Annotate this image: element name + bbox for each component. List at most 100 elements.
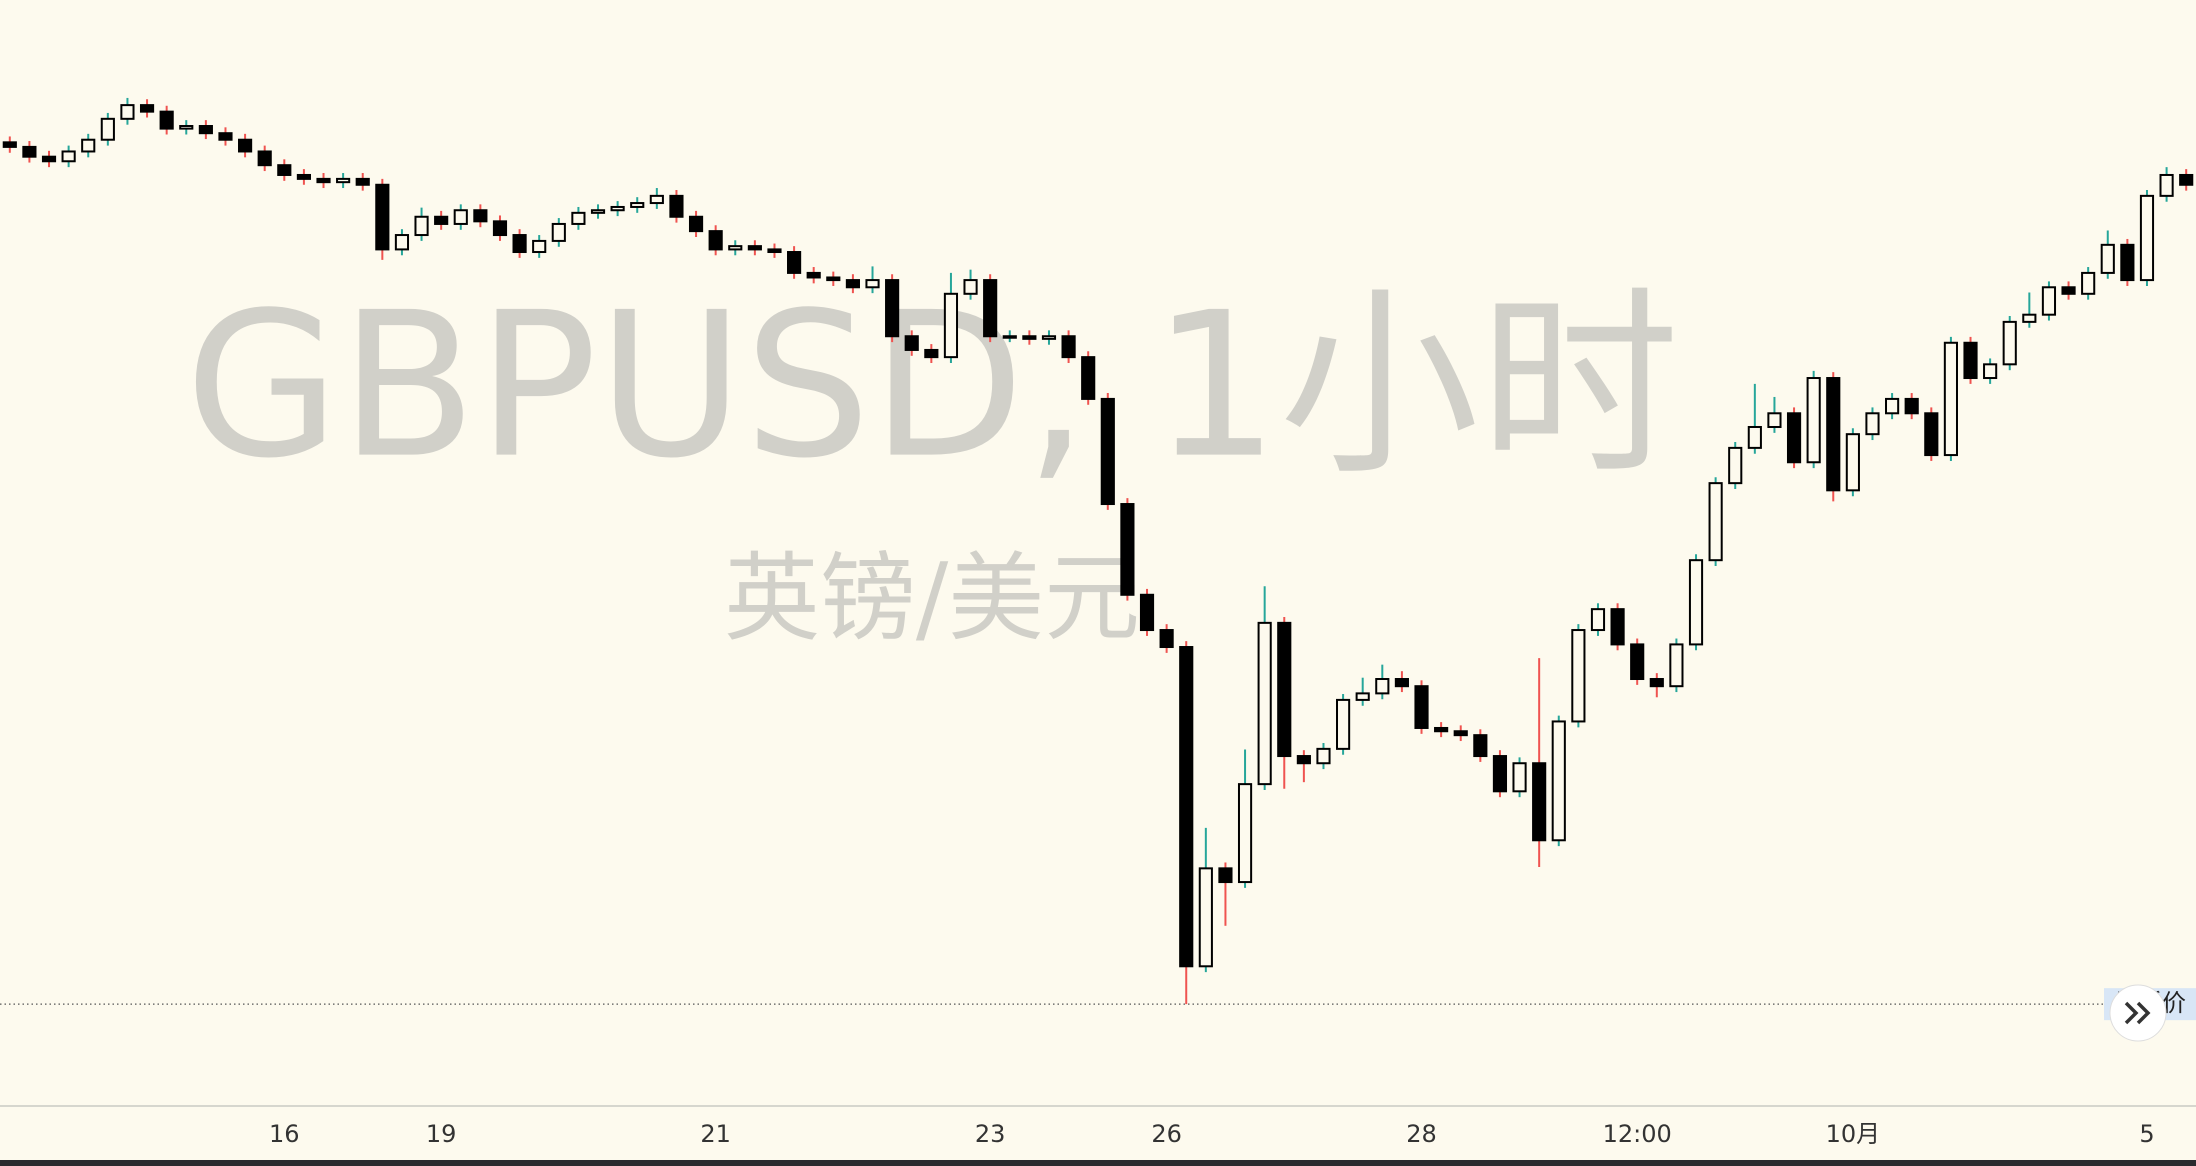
candle-body	[61, 150, 76, 163]
candle	[1865, 407, 1880, 441]
candle	[2041, 281, 2057, 321]
candle-body	[1669, 643, 1684, 688]
candle-body	[1081, 356, 1096, 400]
candle	[61, 145, 76, 168]
candle-body	[2002, 320, 2017, 366]
candle	[1179, 641, 1194, 1005]
candle	[1237, 749, 1253, 888]
candle-body	[826, 276, 841, 282]
candle-body	[1963, 341, 1978, 380]
candle-body	[139, 104, 155, 113]
candle	[277, 159, 292, 181]
candle-body	[1296, 755, 1311, 765]
candle	[2022, 292, 2037, 328]
candle	[1336, 694, 1351, 755]
candle	[512, 229, 527, 258]
candle-body	[2, 141, 17, 148]
candle	[139, 99, 155, 118]
candle-body	[1688, 559, 1704, 646]
candle	[904, 330, 919, 356]
candle-body	[159, 110, 174, 130]
candle	[688, 210, 704, 237]
candle	[198, 120, 213, 140]
candle-body	[198, 125, 213, 135]
candle	[1218, 862, 1233, 926]
candle-body	[630, 202, 645, 208]
candle	[1002, 330, 1017, 343]
candle-body	[1786, 412, 1802, 464]
candle-body	[1394, 678, 1409, 688]
candle-body	[1649, 678, 1664, 688]
candle-body	[81, 138, 96, 153]
candle	[1473, 729, 1488, 762]
candle	[1532, 658, 1547, 868]
candle	[1688, 554, 1704, 651]
candle	[708, 225, 723, 256]
candle	[943, 272, 959, 364]
candle-body	[1532, 762, 1547, 842]
scroll-button[interactable]	[2109, 984, 2167, 1042]
candle	[1394, 671, 1409, 693]
candle	[1296, 750, 1311, 783]
x-tick-label: 12:00	[1603, 1120, 1672, 1148]
candle-body	[316, 177, 331, 184]
candle-body	[2159, 173, 2174, 197]
candle-body	[1943, 341, 1958, 457]
candle	[2120, 238, 2135, 286]
candle	[747, 240, 762, 256]
candle	[1669, 638, 1684, 693]
candle	[159, 105, 174, 135]
scroll-button-icon[interactable]	[2124, 1001, 2151, 1025]
candle	[1786, 407, 1802, 469]
candle	[434, 210, 449, 230]
candle-body	[1316, 747, 1331, 765]
candle-body	[2100, 243, 2115, 274]
candle	[728, 240, 743, 256]
candle	[787, 246, 802, 279]
candle	[41, 150, 57, 168]
candle	[1963, 336, 1978, 384]
candle-body	[1473, 734, 1488, 758]
candle	[2179, 169, 2194, 191]
candle	[81, 133, 96, 158]
candle-body	[1100, 397, 1115, 506]
candle-body	[1747, 425, 1762, 449]
candle-body	[1237, 783, 1253, 884]
candle	[826, 271, 841, 286]
candle	[1120, 498, 1135, 601]
candle-body	[296, 173, 311, 180]
candle-body	[767, 248, 782, 254]
candle-body	[100, 117, 115, 141]
candle-body	[1806, 377, 1821, 464]
candle	[2139, 189, 2155, 286]
candle-body	[1983, 363, 1998, 380]
candle-body	[2139, 194, 2155, 282]
candle	[1983, 358, 1998, 384]
candle-body	[1355, 692, 1370, 701]
candle-body	[669, 194, 684, 218]
candle-body	[453, 209, 468, 225]
candle	[1610, 603, 1625, 651]
candle-body	[2061, 286, 2076, 295]
candle	[1943, 336, 1958, 461]
candle-body	[1826, 377, 1841, 492]
candle	[2081, 267, 2096, 300]
candle	[963, 269, 978, 300]
candle	[1590, 603, 1606, 636]
candle-body	[1277, 621, 1292, 758]
candle-body	[277, 164, 292, 176]
candle-body	[688, 215, 704, 233]
candle	[375, 178, 390, 260]
candle-body	[2179, 173, 2194, 186]
candle	[1551, 715, 1566, 847]
candle-body	[1885, 397, 1900, 415]
candle-body	[120, 104, 135, 120]
candle	[649, 188, 664, 209]
candle	[1100, 393, 1115, 510]
candle	[571, 206, 586, 230]
candle-body	[1375, 678, 1390, 695]
watermark-subtitle: 英镑/美元	[724, 542, 1140, 654]
candle-body	[1002, 335, 1017, 339]
